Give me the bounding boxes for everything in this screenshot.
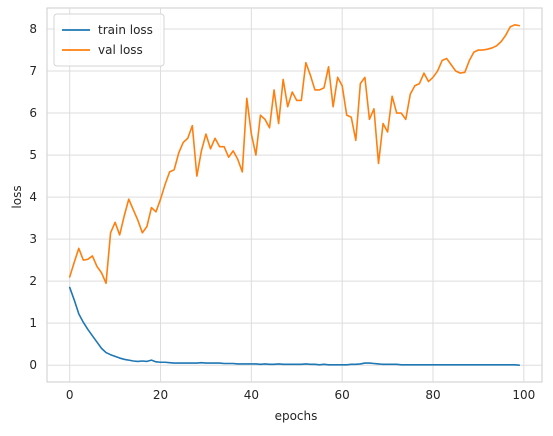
tick-labels: 0 20 40 60 80 100 0 1 2 3 4 5 6 7 8 bbox=[29, 22, 535, 402]
y-tick-label: 1 bbox=[29, 316, 37, 330]
x-tick-label: 100 bbox=[512, 388, 535, 402]
legend-box bbox=[53, 13, 165, 67]
series-lines bbox=[68, 24, 521, 366]
y-tick-label: 0 bbox=[29, 358, 37, 372]
legend-label: val loss bbox=[98, 43, 143, 57]
legend-label: train loss bbox=[98, 23, 153, 37]
y-tick-label: 4 bbox=[29, 190, 37, 204]
y-tick-label: 2 bbox=[29, 274, 37, 288]
x-tick-label: 60 bbox=[335, 388, 350, 402]
x-tick-label: 0 bbox=[66, 388, 74, 402]
x-axis-label: epochs bbox=[275, 409, 318, 423]
grid-lines bbox=[47, 8, 542, 382]
x-tick-label: 40 bbox=[244, 388, 259, 402]
y-tick-label: 6 bbox=[29, 106, 37, 120]
y-tick-label: 3 bbox=[29, 232, 37, 246]
series-line-train-loss bbox=[68, 286, 521, 366]
y-axis-label: loss bbox=[10, 185, 24, 208]
plot-border bbox=[46, 7, 543, 383]
x-tick-label: 20 bbox=[153, 388, 168, 402]
x-tick-label: 80 bbox=[425, 388, 440, 402]
series-line-val-loss bbox=[68, 24, 521, 285]
y-tick-label: 5 bbox=[29, 148, 37, 162]
plot-area bbox=[46, 7, 543, 383]
y-tick-label: 7 bbox=[29, 64, 37, 78]
y-tick-label: 8 bbox=[29, 22, 37, 36]
legend: train loss val loss bbox=[53, 13, 165, 67]
